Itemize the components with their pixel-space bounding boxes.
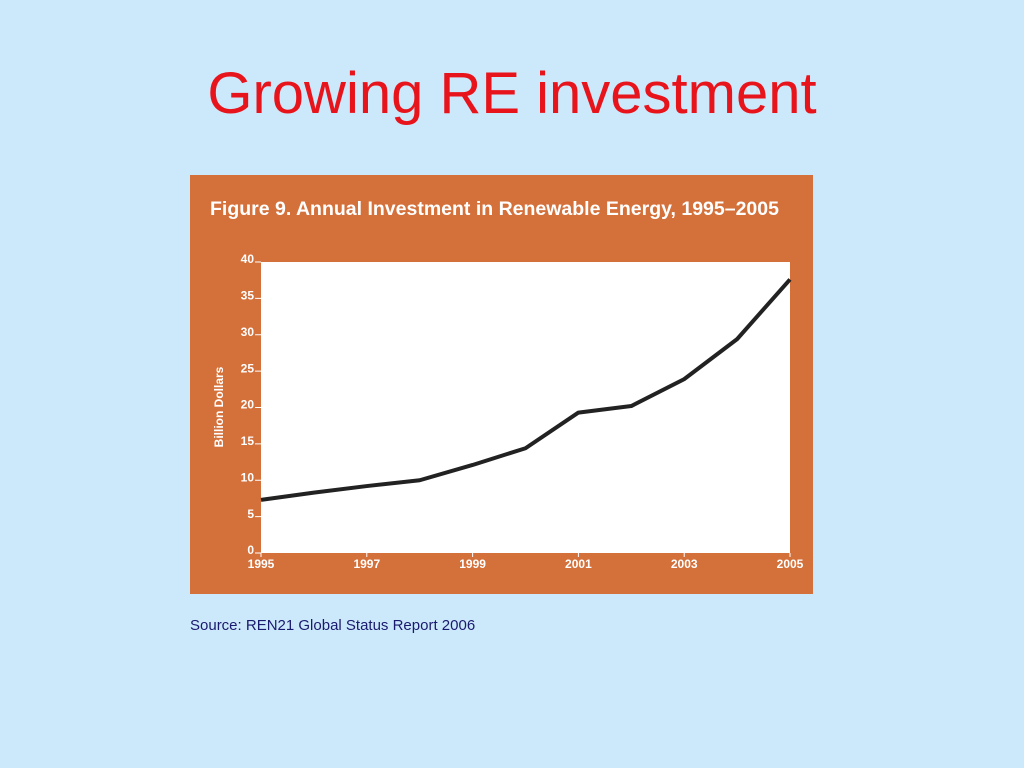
y-tick-label: 0 bbox=[247, 543, 254, 557]
chart-title: Figure 9. Annual Investment in Renewable… bbox=[210, 198, 779, 220]
y-tick-label: 5 bbox=[247, 507, 254, 521]
plot-area bbox=[261, 262, 790, 553]
y-tick-label: 25 bbox=[241, 361, 255, 375]
x-tick-label: 2003 bbox=[671, 557, 698, 571]
x-tick-label: 1999 bbox=[459, 557, 486, 571]
y-tick-label: 35 bbox=[241, 289, 255, 303]
x-tick-label: 1995 bbox=[248, 557, 275, 571]
y-tick-label: 20 bbox=[241, 398, 255, 412]
x-tick-label: 2005 bbox=[777, 557, 804, 571]
data-line bbox=[260, 278, 792, 502]
y-tick-label: 15 bbox=[241, 434, 255, 448]
slide-title: Growing RE investment bbox=[207, 61, 817, 126]
y-tick-label: 40 bbox=[241, 252, 255, 266]
source-note: Source: REN21 Global Status Report 2006 bbox=[190, 617, 476, 634]
y-tick-label: 30 bbox=[241, 325, 255, 339]
x-tick-label: 2001 bbox=[565, 557, 592, 571]
y-axis-label: Billion Dollars bbox=[212, 366, 226, 447]
x-tick-label: 1997 bbox=[353, 557, 380, 571]
y-tick-label: 10 bbox=[241, 470, 255, 484]
